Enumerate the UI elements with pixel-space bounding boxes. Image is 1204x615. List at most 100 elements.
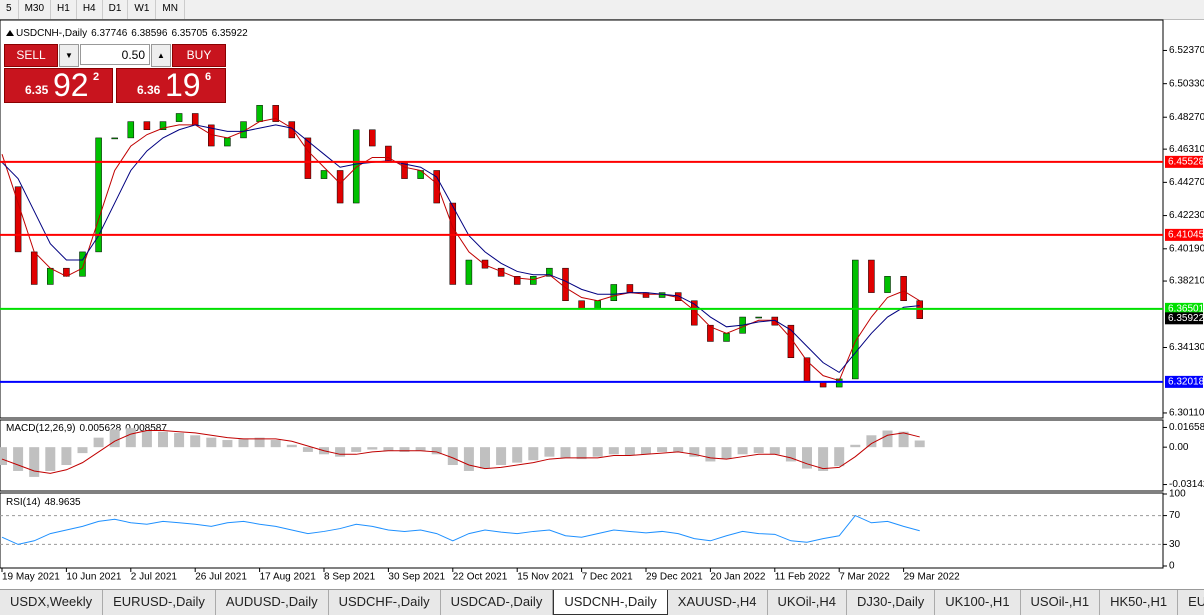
- macd-bar: [77, 447, 88, 454]
- macd-bar: [673, 447, 684, 452]
- price-level-label: 6.32018: [1168, 377, 1204, 388]
- candle: [352, 129, 360, 204]
- x-tick-label: 26 Jul 2021: [195, 572, 247, 583]
- y-tick-label: 100: [1169, 489, 1186, 500]
- macd-bar: [125, 428, 136, 448]
- chart-tab[interactable]: USDX,Weekly: [0, 590, 104, 615]
- macd-bar: [238, 438, 249, 448]
- candle: [304, 137, 312, 179]
- x-tick-label: 17 Aug 2021: [260, 572, 317, 583]
- macd-bar: [141, 430, 152, 448]
- timeframe-button[interactable]: H1: [51, 0, 77, 19]
- macd-bar: [463, 447, 474, 471]
- y-tick-label: 0.016586: [1169, 422, 1204, 433]
- macd-bar: [769, 447, 780, 455]
- price-level-box: [1165, 375, 1203, 388]
- candle: [320, 170, 328, 179]
- buy-button[interactable]: BUY: [172, 44, 226, 67]
- timeframe-button[interactable]: W1: [128, 0, 157, 19]
- macd-bar: [302, 447, 313, 452]
- macd-bar: [753, 447, 764, 454]
- y-tick-label: 30: [1169, 539, 1181, 550]
- price-level-box: [1165, 228, 1203, 241]
- price-level-box: [1165, 155, 1203, 168]
- candle: [755, 316, 762, 319]
- timeframe-button[interactable]: H4: [77, 0, 103, 19]
- buy-price[interactable]: 6.36 19 6: [116, 67, 226, 103]
- timeframe-button[interactable]: 5: [0, 0, 19, 19]
- macd-bar: [13, 447, 24, 471]
- macd-panel: [0, 419, 1164, 492]
- chart-title: USDCNH-,Daily 6.37746 6.38596 6.35705 6.3592…: [16, 28, 248, 39]
- macd-bar: [45, 447, 56, 471]
- volume-down[interactable]: ▼: [59, 44, 79, 67]
- macd-bar: [721, 447, 732, 460]
- price-level-box: [1165, 302, 1203, 315]
- ohlc-value: 6.35922: [212, 28, 249, 39]
- candle: [127, 121, 135, 139]
- price-big: 6.36: [137, 83, 161, 97]
- title: MACD(12,26,9): [6, 423, 75, 434]
- ohlc-value: 6.35705: [171, 28, 208, 39]
- macd-bar: [608, 447, 619, 455]
- volume-input[interactable]: 0.50: [80, 44, 150, 65]
- chart-tab[interactable]: UK100-,H1: [935, 590, 1021, 615]
- chart-tab[interactable]: USDCAD-,Daily: [441, 590, 554, 615]
- macd-bar: [641, 447, 651, 455]
- candle: [159, 121, 167, 131]
- chart-tab[interactable]: DJ30-,Daily: [847, 590, 936, 615]
- macd-bar: [496, 447, 507, 466]
- sell-button[interactable]: SELL: [4, 44, 58, 67]
- chart-tab[interactable]: USOil-,H1: [1021, 590, 1101, 615]
- chart-tab[interactable]: USDCHF-,Daily: [329, 590, 441, 615]
- ohlc-value: 6.38596: [131, 28, 168, 39]
- candle: [224, 137, 231, 147]
- macd-bar: [560, 447, 571, 458]
- x-tick-label: 7 Mar 2022: [839, 572, 890, 583]
- macd-bar: [270, 440, 281, 448]
- macd-bar: [689, 447, 700, 457]
- y-tick-label: 6.42230: [1169, 210, 1204, 221]
- chart-tabs: USDX,Weekly EURUSD-,Daily AUDUSD-,Daily USD…: [0, 589, 1204, 615]
- indicator-title: MACD(12,26,9) 0.005628 0.008587: [6, 423, 167, 434]
- chart-tab[interactable]: XAUUSD-,H4: [668, 590, 768, 615]
- macd-bar: [351, 447, 362, 452]
- macd-bar: [286, 444, 297, 448]
- title: RSI(14): [6, 497, 40, 508]
- macd-bar: [802, 447, 812, 469]
- chart-tab[interactable]: AUDUSD-,Daily: [216, 590, 329, 615]
- candle: [642, 292, 650, 298]
- y-tick-label: 6.30110: [1169, 408, 1204, 419]
- macd-bar: [109, 429, 120, 448]
- x-tick-label: 29 Mar 2022: [904, 572, 961, 583]
- y-tick-label: 6.46310: [1169, 144, 1204, 155]
- macd-bar: [174, 432, 185, 448]
- rsi-line: [1, 514, 920, 545]
- chart-tab[interactable]: UKOil-,H4: [768, 590, 848, 615]
- volume-up[interactable]: ▲: [151, 44, 171, 67]
- price-level-label: 6.36501: [1168, 304, 1204, 315]
- y-tick-label: 70: [1169, 510, 1181, 521]
- chart-tab[interactable]: EU: [1178, 590, 1204, 615]
- price-level-label: 6.45528: [1168, 157, 1204, 168]
- candle: [835, 378, 843, 388]
- sell-price[interactable]: 6.35 92 2: [4, 67, 113, 103]
- macd-bar: [576, 447, 587, 460]
- timeframe-button[interactable]: D1: [103, 0, 129, 19]
- macd-bar: [190, 435, 201, 448]
- timeframe-button[interactable]: M30: [19, 0, 52, 19]
- candle: [47, 267, 54, 285]
- timeframe-button[interactable]: MN: [156, 0, 185, 19]
- main-panel: [0, 19, 1164, 419]
- macd-bar: [866, 435, 877, 448]
- x-tick-label: 10 Jun 2021: [66, 572, 121, 583]
- chart-tab[interactable]: USDCNH-,Daily: [553, 590, 668, 615]
- macd-bar: [512, 447, 523, 463]
- y-tick-label: 0: [1169, 561, 1175, 572]
- price-pips: 92: [53, 67, 89, 103]
- y-tick-label: 6.40190: [1169, 243, 1204, 254]
- chart-tab[interactable]: HK50-,H1: [1100, 590, 1179, 615]
- y-tick-label: 0.00: [1169, 442, 1189, 453]
- chart-tab[interactable]: EURUSD-,Daily: [103, 590, 216, 615]
